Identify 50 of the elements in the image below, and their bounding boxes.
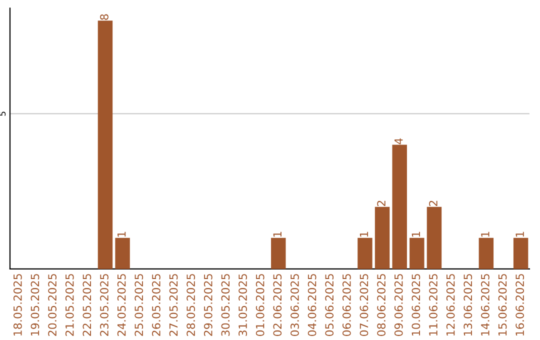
data-label: 2 [377, 200, 386, 206]
data-label: 8 [100, 14, 108, 20]
x-tick-label: 09.06.2025 [394, 274, 403, 336]
data-label: 2 [429, 200, 438, 206]
x-tick-label: 26.05.2025 [152, 274, 160, 336]
x-tick-label: 05.06.2025 [325, 274, 334, 336]
x-tick-label: 13.06.2025 [464, 274, 472, 336]
x-tick-label: 25.05.2025 [134, 274, 144, 336]
x-tick-label: 18.05.2025 [13, 274, 22, 336]
bar [358, 238, 372, 269]
x-tick-label: 14.06.2025 [481, 274, 490, 336]
x-tick-label: 16.06.2025 [516, 274, 524, 336]
x-tick-label: 03.06.2025 [290, 274, 299, 336]
x-tick-label: 07.06.2025 [360, 274, 368, 336]
data-label: 1 [273, 232, 282, 237]
bar [392, 144, 407, 269]
x-tick-label: 30.05.2025 [221, 274, 230, 336]
data-label: 1 [412, 232, 420, 237]
x-tick-label: 02.06.2025 [273, 274, 282, 336]
x-tick-label: 01.06.2025 [256, 274, 264, 336]
x-tick-label: 21.05.2025 [65, 274, 74, 336]
x-tick-label: 27.05.2025 [169, 274, 178, 336]
x-tick-label: 12.06.2025 [446, 274, 455, 336]
x-tick-label: 06.06.2025 [342, 274, 351, 336]
data-label: 1 [360, 232, 368, 237]
data-label: 1 [481, 232, 490, 237]
bar [98, 20, 113, 269]
x-tick-label: 22.05.2025 [82, 274, 92, 336]
x-tick-label: 08.06.2025 [377, 274, 386, 336]
data-label: 1 [118, 232, 126, 237]
x-tick-label: 04.06.2025 [308, 274, 316, 336]
x-tick-label: 20.05.2025 [48, 274, 57, 336]
bar [478, 238, 494, 269]
x-tick-label: 24.05.2025 [117, 274, 126, 336]
bar [271, 238, 286, 269]
bar [115, 238, 130, 269]
x-tick-label: 15.06.2025 [498, 274, 507, 336]
bar [410, 238, 424, 269]
x-tick-label: 11.06.2025 [429, 274, 438, 336]
data-label: 4 [394, 138, 403, 144]
x-tick-label: 10.06.2025 [412, 274, 420, 336]
bar [513, 238, 528, 269]
x-tick-label: 31.05.2025 [238, 274, 247, 336]
x-tick-label: 28.05.2025 [186, 274, 196, 336]
bar [374, 206, 390, 269]
bar [426, 206, 442, 269]
data-label: 1 [516, 232, 524, 237]
x-tick-label: 29.05.2025 [204, 274, 212, 336]
x-tick-label: 23.05.2025 [100, 274, 108, 336]
x-tick-label: 19.05.2025 [30, 274, 40, 336]
